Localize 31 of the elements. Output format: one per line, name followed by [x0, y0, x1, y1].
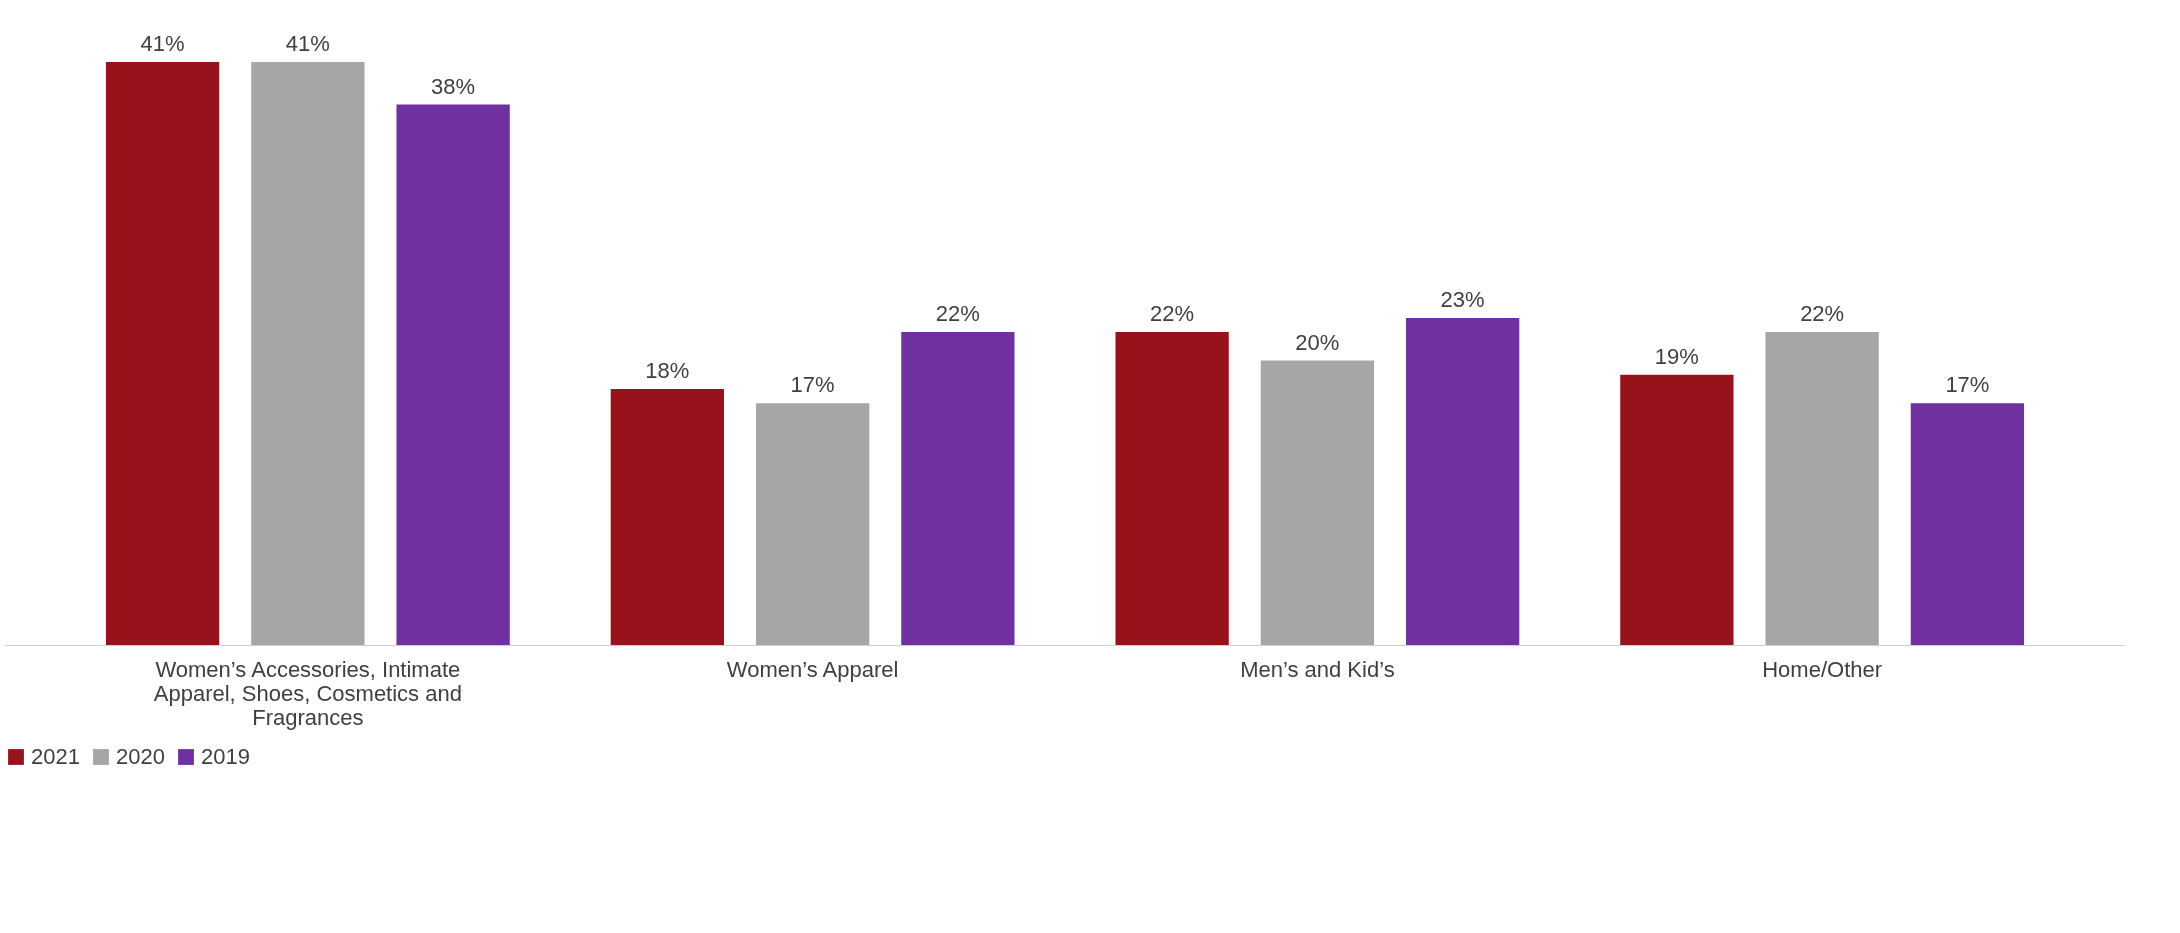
- bar: [251, 61, 365, 645]
- bar: [1620, 374, 1734, 645]
- legend-label: 2021: [31, 744, 80, 769]
- bar: [1260, 360, 1375, 645]
- data-label: 38%: [431, 73, 476, 99]
- bar: [610, 389, 725, 645]
- bar: [1910, 403, 2025, 645]
- data-label: 20%: [1295, 329, 1340, 355]
- x-tick-label: Men’s and Kid’s: [1240, 656, 1395, 682]
- bar: [1115, 332, 1229, 645]
- data-label: 22%: [1800, 301, 1845, 327]
- x-tick-label: Women’s Apparel: [726, 656, 899, 682]
- data-label: 22%: [935, 301, 980, 327]
- x-tick-label: Women’s Accessories, Intimate Apparel, Shoes, Cosmetics and Fragrances: [153, 656, 462, 730]
- bar: [901, 332, 1015, 645]
- bar: [1405, 317, 1520, 645]
- data-label: 17%: [1945, 372, 1990, 398]
- x-tick-label: Home/Other: [1762, 656, 1883, 682]
- data-label: 19%: [1654, 343, 1699, 369]
- data-label: 23%: [1440, 286, 1485, 312]
- legend-label: 2019: [201, 744, 250, 769]
- legend-label: 2020: [116, 744, 165, 769]
- data-label: 18%: [645, 358, 690, 383]
- bar: [1765, 332, 1879, 645]
- data-label: 41%: [140, 30, 185, 56]
- bar: [755, 403, 870, 645]
- bar: [396, 104, 510, 645]
- data-label: 41%: [285, 30, 330, 56]
- data-label: 17%: [790, 372, 835, 398]
- data-label: 22%: [1150, 301, 1195, 327]
- bar: [105, 61, 220, 645]
